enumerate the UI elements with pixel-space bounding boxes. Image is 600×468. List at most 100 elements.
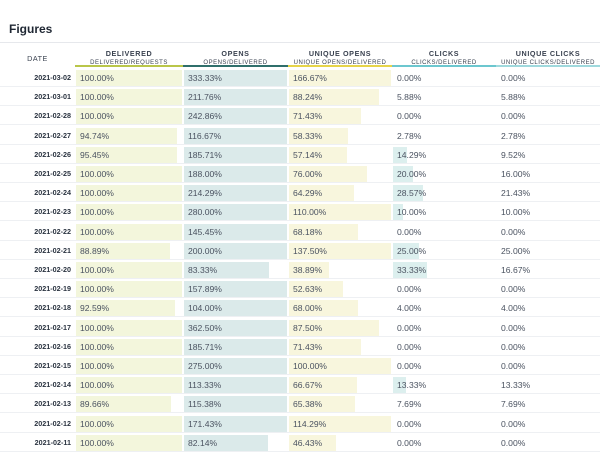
cell-value: 71.43%: [293, 341, 323, 352]
cell-value: 66.67%: [293, 380, 323, 391]
cell-clicks: 0.00%: [393, 435, 495, 451]
cell-fill-bar: [76, 377, 182, 394]
cell-fill-bar: [393, 242, 419, 259]
cell-value: 71.43%: [293, 111, 323, 122]
cell-opens: 171.43%: [184, 415, 287, 432]
cell-clicks: 0.00%: [393, 70, 495, 86]
cell-value: 10.00%: [397, 207, 427, 218]
cell-delivered: 94.74%: [76, 127, 182, 144]
column-header-label: DATE: [27, 54, 48, 63]
cell-value: 100.00%: [80, 322, 114, 333]
cell-fill-bar: [184, 300, 287, 317]
cell-unique-clicks: 16.67%: [497, 262, 599, 278]
cell-value: 0.00%: [501, 418, 526, 429]
cell-value: 280.00%: [188, 207, 222, 218]
cell-fill-bar: [76, 127, 177, 144]
cell-fill-bar: [289, 415, 391, 432]
cell-fill-bar: [184, 434, 268, 451]
cell-fill-bar: [76, 185, 182, 202]
cell-fill-bar: [184, 70, 287, 86]
cell-value: 28.57%: [397, 188, 427, 199]
column-header-accent-bar: [183, 65, 288, 67]
cell-fill-bar: [289, 396, 355, 413]
cell-unique-opens: 110.00%: [289, 204, 391, 221]
cell-clicks: 0.00%: [393, 108, 495, 124]
cell-unique-opens: 166.67%: [289, 70, 391, 86]
cell-delivered: 100.00%: [76, 358, 182, 374]
cell-opens: 188.00%: [184, 166, 287, 182]
column-header-sublabel: DELIVERED/REQUESTS: [90, 60, 168, 66]
table-row: 2021-02-28 100.00% 242.86% 71.43% 0.00% 0.00%: [0, 107, 600, 126]
cell-opens: 157.89%: [184, 281, 287, 298]
cell-unique-clicks: 0.00%: [497, 416, 599, 432]
cell-clicks: 25.00%: [393, 242, 495, 259]
cell-delivered: 92.59%: [76, 300, 182, 317]
cell-value: 88.24%: [293, 92, 323, 103]
column-header-label: UNIQUE OPENS: [308, 49, 372, 58]
cell-opens: 185.71%: [184, 338, 287, 355]
cell-unique-opens: 52.63%: [289, 281, 391, 298]
column-header-opens[interactable]: OPENS OPENS/DELIVERED: [183, 42, 288, 67]
table-row: 2021-02-11 100.00% 82.14% 46.43% 0.00% 0.00%: [0, 434, 600, 452]
cell-unique-clicks: 10.00%: [497, 204, 599, 220]
cell-value: 0.00%: [397, 322, 422, 333]
cell-clicks: 33.33%: [393, 262, 495, 278]
cell-unique-clicks: 7.69%: [497, 396, 599, 412]
column-header-accent-bar: [75, 65, 183, 67]
cell-fill-bar: [289, 358, 391, 374]
cell-value: 16.00%: [501, 169, 531, 179]
cell-value: 188.00%: [188, 169, 222, 179]
cell-fill-bar: [184, 185, 287, 202]
cell-value: 100.00%: [80, 226, 114, 237]
cell-unique-clicks: 0.00%: [497, 224, 599, 240]
cell-delivered: 100.00%: [76, 204, 182, 221]
cell-value: 275.00%: [188, 361, 222, 371]
column-header-delivered[interactable]: DELIVERED DELIVERED/REQUESTS: [75, 42, 183, 67]
row-date: 2021-02-14: [34, 380, 71, 390]
cell-value: 100.00%: [80, 437, 114, 448]
cell-value: 333.33%: [188, 73, 222, 83]
cell-opens: 200.00%: [184, 242, 287, 259]
cell-clicks: 20.00%: [393, 166, 495, 182]
cell-unique-opens: 65.38%: [289, 396, 391, 413]
row-date: 2021-02-21: [34, 245, 71, 255]
column-header-date[interactable]: DATE: [0, 42, 75, 67]
cell-value: 362.50%: [188, 322, 222, 333]
cell-clicks: 4.00%: [393, 300, 495, 316]
column-header-clicks[interactable]: CLICKS CLICKS/DELIVERED: [392, 42, 496, 67]
cell-unique-clicks: 21.43%: [497, 185, 599, 201]
cell-value: 2.78%: [501, 130, 526, 141]
cell-fill-bar: [289, 146, 347, 163]
cell-fill-bar: [184, 204, 287, 221]
cell-delivered: 100.00%: [76, 70, 182, 86]
page-title: Figures: [9, 22, 53, 36]
column-header-label: CLICKS: [428, 49, 460, 58]
cell-clicks: 2.78%: [393, 128, 495, 144]
cell-value: 100.00%: [293, 361, 327, 371]
table-row: 2021-02-24 100.00% 214.29% 64.29% 28.57% 21.4…: [0, 184, 600, 203]
cell-value: 100.00%: [80, 111, 114, 122]
column-header-unique-clicks[interactable]: UNIQUE CLICKS UNIQUE CLICKS/DELIVERED: [496, 42, 600, 67]
cell-value: 13.33%: [397, 380, 427, 391]
row-date: 2021-03-02: [34, 73, 71, 82]
cell-value: 13.33%: [501, 380, 531, 391]
table-row: 2021-02-15 100.00% 275.00% 100.00% 0.00% 0.00…: [0, 357, 600, 375]
cell-unique-opens: 114.29%: [289, 415, 391, 432]
cell-fill-bar: [184, 281, 287, 298]
row-date: 2021-02-12: [34, 418, 71, 428]
cell-value: 10.00%: [501, 207, 531, 218]
cell-delivered: 100.00%: [76, 166, 182, 182]
cell-unique-clicks: 0.00%: [497, 108, 599, 124]
cell-value: 94.74%: [80, 130, 110, 141]
cell-opens: 185.71%: [184, 146, 287, 163]
cell-value: 88.89%: [80, 245, 110, 256]
cell-fill-bar: [76, 223, 182, 240]
column-header-unique-opens[interactable]: UNIQUE OPENS UNIQUE OPENS/DELIVERED: [288, 42, 392, 67]
cell-fill-bar: [184, 223, 287, 240]
column-header-accent-bar: [392, 65, 496, 67]
cell-fill-bar: [289, 185, 354, 202]
cell-value: 65.38%: [293, 399, 323, 410]
cell-unique-clicks: 4.00%: [497, 300, 599, 316]
cell-clicks: 28.57%: [393, 185, 495, 202]
cell-fill-bar: [289, 281, 343, 298]
